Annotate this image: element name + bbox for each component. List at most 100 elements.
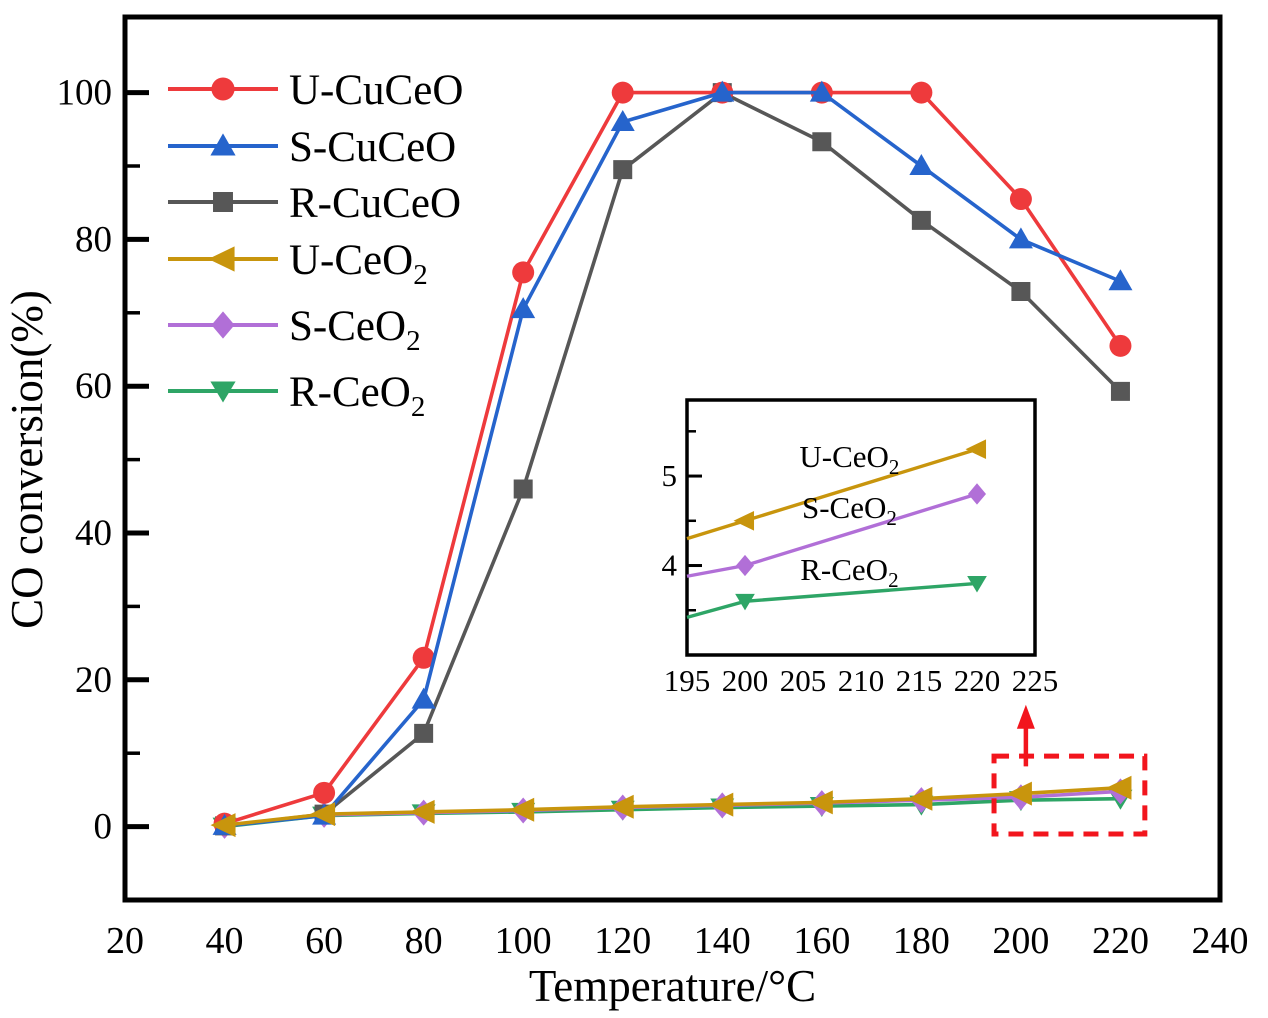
zoom-region-box	[991, 753, 1148, 837]
inset-chart: 4 5 195 200 205 210 215 220 225 U-CeO2 S-CeO2 R-CeO…	[662, 398, 1059, 698]
inset-x-tick-label: 210	[838, 663, 885, 698]
series-u-ceo2-marker	[807, 790, 833, 815]
inset-x-tick-label: 215	[896, 663, 943, 698]
series-r-cuceo-marker	[414, 723, 434, 743]
series-r-cuceo-marker	[812, 132, 832, 152]
legend-item-u-ceo2: U-CeO2	[168, 237, 428, 291]
inset-series-u-ceo2-marker	[733, 510, 755, 531]
series-s-cuceo-marker	[1108, 269, 1133, 291]
legend-item-s-cuceo: S-CuCeO	[168, 124, 456, 171]
series-s-cuceo-marker	[809, 80, 834, 102]
series-u-cuceo-marker	[1109, 334, 1132, 357]
series-r-cuceo-marker	[1011, 282, 1031, 302]
series-s-cuceo-marker	[909, 154, 934, 176]
inset-series-s-ceo2-marker	[967, 483, 987, 505]
legend-item-r-cuceo: R-CuCeO	[168, 180, 461, 227]
inset-series-r-ceo2	[686, 576, 987, 620]
series-u-cuceo-marker	[313, 781, 336, 804]
series-s-cuceo-marker	[710, 80, 735, 102]
x-tick-label: 160	[793, 920, 850, 962]
series-u-ceo2-marker	[1106, 775, 1132, 800]
legend-label: S-CuCeO	[289, 124, 456, 171]
series-u-cuceo-marker	[412, 646, 435, 669]
y-tick-label: 80	[75, 219, 112, 260]
inset-series-s-ceo2	[686, 483, 987, 578]
series-u-cuceo-marker	[1009, 188, 1032, 211]
legend-item-u-cuceo: U-CuCeO	[168, 67, 463, 114]
series-u-cuceo-line	[224, 90, 1122, 826]
series-u-cuceo-marker	[512, 261, 535, 284]
x-tick-label: 180	[893, 920, 950, 962]
inset-plot-box	[685, 398, 1037, 657]
inset-y-tick-label: 4	[662, 548, 678, 583]
legend-label: R-CeO2	[289, 369, 425, 423]
legend-label: R-CuCeO	[289, 180, 461, 227]
x-tick-label: 240	[1192, 920, 1249, 962]
legend-label: S-CeO2	[289, 303, 421, 357]
plot-box	[122, 14, 1223, 903]
legend-label: U-CuCeO	[289, 67, 463, 114]
inset-series-u-ceo2	[686, 439, 987, 541]
series-u-ceo2-marker	[907, 786, 933, 811]
series-s-cuceo-marker	[1008, 227, 1033, 249]
legend-marker-triangle-up-icon	[210, 133, 236, 156]
series-u-ceo2-marker	[708, 792, 734, 817]
legend: U-CuCeO S-CuCeO R-CuCeO U-CeO2 S-CeO2 R-CeO2	[168, 67, 463, 423]
inset-series-s-ceo2-marker	[735, 554, 755, 577]
series-s-cuceo-line	[224, 90, 1122, 828]
inset-series-u-ceo2-marker	[965, 439, 987, 460]
series-u-cuceo-marker	[910, 81, 933, 104]
series-r-cuceo-marker	[613, 160, 633, 180]
legend-label: U-CeO2	[289, 237, 428, 291]
inset-x-tick-label: 200	[722, 663, 769, 698]
legend-marker-circle-icon	[211, 77, 235, 101]
series-u-ceo2-marker	[409, 799, 435, 824]
series-u-ceo2	[210, 775, 1132, 838]
inset-x-tick-label: 220	[954, 663, 1001, 698]
series-r-cuceo-marker	[1110, 381, 1130, 401]
series-r-cuceo-marker	[513, 479, 533, 499]
legend-item-s-ceo2: S-CeO2	[168, 303, 421, 357]
inset-x-tick-label: 225	[1012, 663, 1059, 698]
legend-marker-square-icon	[213, 192, 233, 212]
series-layer	[210, 80, 1133, 839]
series-u-ceo2-line	[224, 785, 1121, 827]
y-tick-label: 20	[75, 660, 112, 701]
x-tick-label: 80	[405, 920, 443, 962]
x-tick-label: 100	[495, 920, 552, 962]
legend-marker-triangle-left-icon	[208, 246, 235, 272]
inset-series-label-u-ceo2: U-CeO2	[799, 439, 899, 479]
y-tick-label: 60	[75, 366, 112, 407]
series-u-ceo2-marker	[210, 813, 236, 838]
inset-series-label-s-ceo2: S-CeO2	[802, 490, 897, 530]
x-tick-label: 140	[694, 920, 751, 962]
x-tick-label: 120	[594, 920, 651, 962]
inset-y-tick-label: 5	[662, 458, 678, 493]
legend-marker-diamond-icon	[211, 311, 235, 339]
series-r-cuceo-line	[224, 90, 1122, 828]
series-s-cuceo-marker	[511, 297, 536, 319]
inset-series-r-ceo2-marker	[735, 593, 755, 611]
y-tick-label: 0	[94, 807, 113, 848]
inset-series-r-ceo2-marker	[967, 576, 987, 593]
x-tick-label: 220	[1092, 920, 1149, 962]
x-tick-label: 60	[305, 920, 343, 962]
x-axis-title: Temperature/°C	[529, 961, 816, 1011]
series-u-ceo2-marker	[1006, 781, 1032, 806]
legend-item-r-ceo2: R-CeO2	[168, 369, 425, 423]
series-u-ceo2-marker	[310, 802, 336, 827]
series-r-cuceo-marker	[911, 210, 931, 230]
series-u-ceo2-marker	[608, 794, 634, 819]
series-s-cuceo-marker	[610, 109, 635, 131]
zoom-annotation	[991, 704, 1148, 837]
y-tick-label: 100	[57, 73, 113, 114]
legend-marker-triangle-down-icon	[210, 381, 236, 403]
x-tick-label: 20	[106, 920, 144, 962]
x-tick-label: 40	[206, 920, 244, 962]
series-s-cuceo-marker	[411, 687, 436, 709]
series-u-cuceo-marker	[611, 81, 634, 104]
y-tick-label: 40	[75, 513, 112, 554]
main-axes: 0 20 40 60 80 100 20 40 60 80 100 120 140 160 180 200 22…	[2, 73, 1249, 1011]
